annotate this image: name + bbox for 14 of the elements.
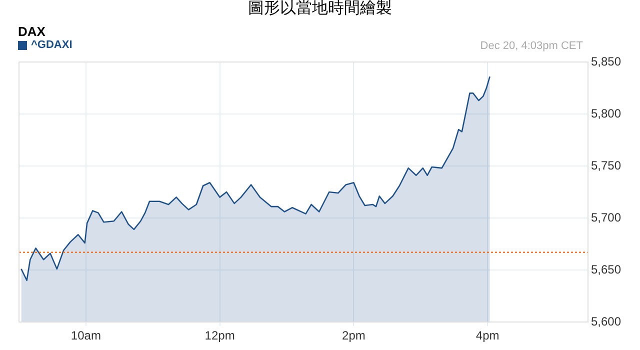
y-tick-label: 5,600	[591, 314, 622, 328]
x-tick-label: 4pm	[476, 328, 500, 343]
text: Dec 20, 4:03pm CET	[480, 40, 583, 52]
x-tick-label: 10am	[70, 328, 101, 343]
x-tick-label: 12pm	[204, 328, 235, 343]
chart-subtitle: DAX	[18, 24, 46, 39]
chart-title: 圖形以當地時間繪製	[247, 0, 393, 19]
y-tick-label: 5,700	[591, 210, 622, 224]
legend-label: ^GDAXI	[31, 39, 72, 51]
y-tick-label: 5,750	[591, 158, 622, 172]
x-tick-label: 2pm	[342, 328, 366, 343]
y-tick-label: 5,650	[591, 262, 622, 276]
y-tick-label: 5,850	[591, 54, 622, 68]
y-tick-label: 5,800	[591, 106, 622, 120]
